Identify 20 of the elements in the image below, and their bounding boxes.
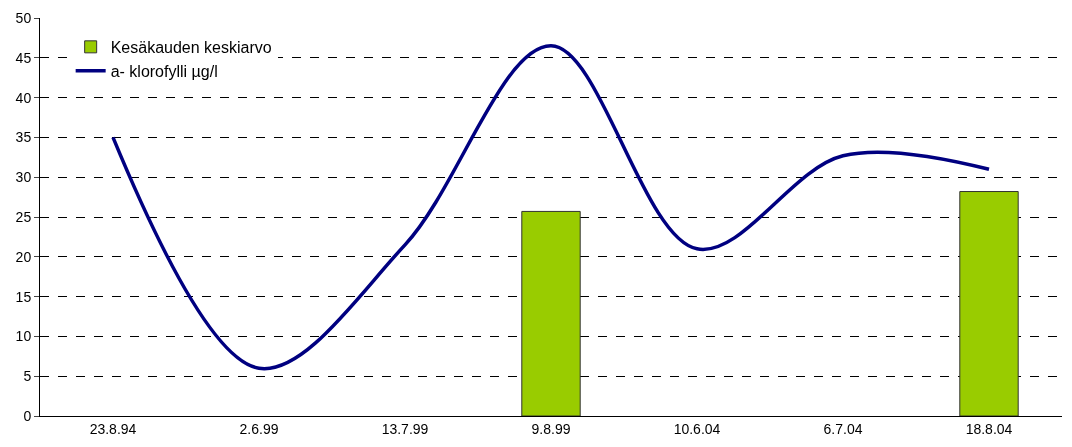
y-tick-label: 15 xyxy=(15,288,32,305)
y-tick-label: 10 xyxy=(15,328,32,345)
y-tick-label: 45 xyxy=(15,49,32,66)
legend-label: Kesäkauden keskiarvo xyxy=(110,39,272,57)
y-tick-label: 25 xyxy=(15,208,32,225)
x-tick-label: 9.8.99 xyxy=(531,420,571,437)
y-tick-label: 30 xyxy=(15,169,32,186)
y-tick-label: 35 xyxy=(15,129,32,146)
x-tick-label: 2.6.99 xyxy=(239,420,279,437)
x-tick-label: 10.6.04 xyxy=(673,420,721,437)
y-tick-label: 40 xyxy=(15,89,32,106)
y-tick-label: 0 xyxy=(23,407,32,424)
y-tick-label: 5 xyxy=(23,368,32,385)
x-tick-label: 13.7.99 xyxy=(381,420,429,437)
x-tick-label: 18.8.04 xyxy=(965,420,1013,437)
x-tick-label: 6.7.04 xyxy=(823,420,863,437)
x-tick-label: 23.8.94 xyxy=(89,420,137,437)
y-tick-label: 50 xyxy=(15,9,32,26)
y-tick-label: 20 xyxy=(15,248,32,265)
legend-label: a- klorofylli µg/l xyxy=(110,62,218,80)
